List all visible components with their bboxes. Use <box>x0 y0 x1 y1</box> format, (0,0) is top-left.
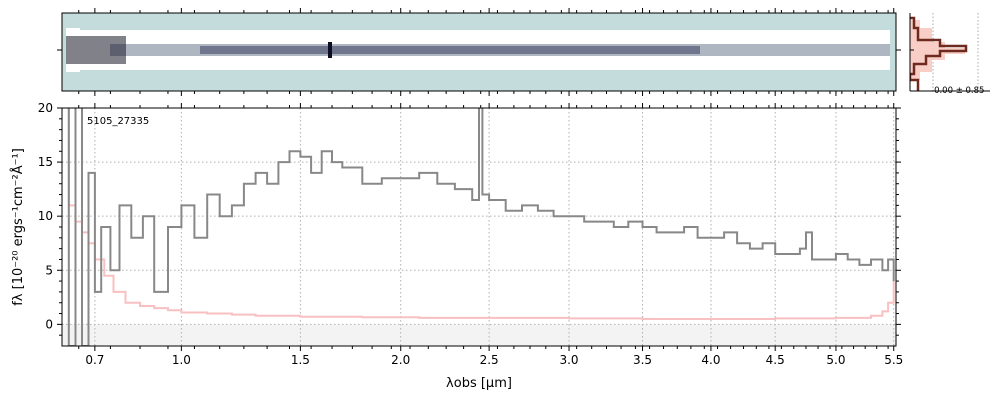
thumb-frame <box>61 12 897 92</box>
x-tick-label: 4.5 <box>766 353 785 367</box>
x-tick-label: 1.0 <box>172 353 191 367</box>
y-axis-ticks: 0 5 10 15 20 <box>38 101 901 336</box>
y-tick-label: 5 <box>45 263 53 277</box>
thumb-trace-peak <box>200 46 700 54</box>
y-tick-label: 0 <box>45 317 53 331</box>
x-axis-label: λobs [μm] <box>446 376 512 391</box>
spectrum-panel: 0.7 1.0 1.5 2.0 2.5 3.0 3.5 4.0 4.5 5.0 5.5 0 5 10 15… <box>10 101 903 391</box>
x-tick-label: 4.0 <box>701 353 720 367</box>
y-axis-label: fλ [10⁻²⁰ ergs⁻¹cm⁻²Å⁻¹] <box>10 148 26 306</box>
thumb-noisy-blue-end <box>66 36 126 64</box>
y-tick-label: 20 <box>38 101 53 115</box>
x-tick-label: 2.0 <box>391 353 410 367</box>
x-tick-label: 5.5 <box>884 353 903 367</box>
x-tick-label: 1.5 <box>291 353 310 367</box>
x-tick-label: 3.5 <box>633 353 652 367</box>
object-label: 5105_27335 <box>87 116 149 127</box>
thumb-emission-line <box>328 42 332 58</box>
x-tick-label: 0.7 <box>85 353 104 367</box>
y-tick-label: 15 <box>38 155 53 169</box>
noise-annotation: -0.00 ± 0.85 <box>931 86 984 96</box>
x-tick-label: 5.0 <box>826 353 845 367</box>
flux-spectrum-line <box>67 108 895 346</box>
x-tick-label: 2.5 <box>480 353 499 367</box>
below-zero-band <box>62 324 896 346</box>
2d-spectrum-panel <box>57 8 901 96</box>
thumb-x-ticks <box>78 8 895 96</box>
profile-panel: -0.00 ± 0.85 <box>909 13 990 96</box>
y-tick-label: 10 <box>38 209 53 223</box>
profile-line <box>910 16 968 91</box>
x-tick-label: 3.0 <box>559 353 578 367</box>
x-axis-ticks: 0.7 1.0 1.5 2.0 2.5 3.0 3.5 4.0 4.5 5.0 5.5 <box>78 103 903 367</box>
